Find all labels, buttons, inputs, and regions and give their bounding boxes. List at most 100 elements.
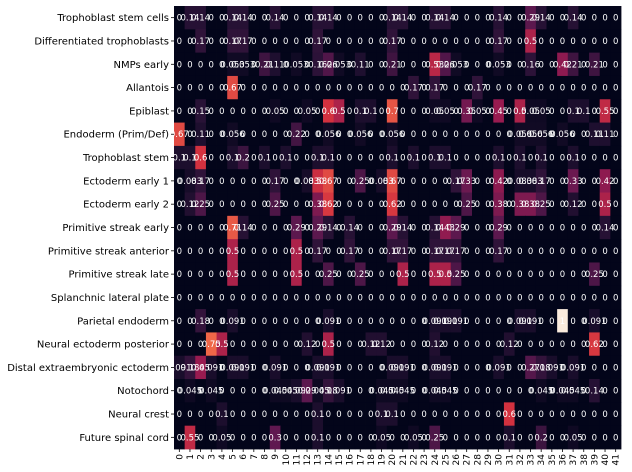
cell-value-label: 0 xyxy=(581,340,586,350)
heatmap-cell xyxy=(365,52,377,77)
cell-value-label: 0 xyxy=(475,410,480,420)
heatmap-cell xyxy=(578,99,590,123)
column-label: 30 xyxy=(495,454,505,466)
cell-value-label: 0 xyxy=(368,37,373,47)
heatmap-cell xyxy=(599,309,611,333)
heatmap-cell xyxy=(205,75,217,100)
column-label: 4 xyxy=(218,454,228,460)
heatmap-cell xyxy=(344,145,356,170)
heatmap-cell xyxy=(546,29,558,54)
heatmap-cell xyxy=(461,6,473,30)
heatmap-cell xyxy=(354,192,366,217)
cell-value-label: 0.12 xyxy=(425,340,444,350)
cell-value-label: 0.5 xyxy=(215,340,229,350)
heatmap-cell xyxy=(472,332,484,357)
cell-value-label: 0.25 xyxy=(457,200,476,210)
cell-value-label: 0.5 xyxy=(332,107,346,117)
cell-value-label: 0 xyxy=(358,200,363,210)
heatmap-cell xyxy=(280,425,292,450)
cell-value-label: 0.14 xyxy=(425,224,444,234)
cell-value-label: 0.1 xyxy=(428,154,442,164)
cell-value-label: 0.29 xyxy=(521,14,540,24)
cell-value-label: 0 xyxy=(283,200,288,210)
cell-value-label: 0 xyxy=(421,60,426,70)
heatmap-cell xyxy=(301,355,313,380)
cell-value-label: 0.083 xyxy=(369,177,393,187)
heatmap-cell xyxy=(397,402,409,427)
cell-value-label: 0 xyxy=(475,340,480,350)
cell-value-label: 0.5 xyxy=(290,247,304,257)
cell-value-label: 0 xyxy=(272,37,277,47)
heatmap-cell-labels: 00.140.140 00.140.140 00.140 0 00.140.140 0 0 0… xyxy=(167,14,618,444)
cell-value-label: 0 xyxy=(507,387,512,397)
cell-value-label: 0 xyxy=(560,224,565,234)
heatmap-cell xyxy=(386,332,398,357)
heatmap-cell xyxy=(578,239,590,263)
heatmap-cell xyxy=(216,169,228,193)
cell-value-label: 0.15 xyxy=(191,107,210,117)
heatmap-cell xyxy=(174,122,186,147)
row-label: Trophoblast stem xyxy=(82,153,169,164)
heatmap-cell xyxy=(557,29,569,54)
heatmap-cell xyxy=(557,192,569,217)
cell-value-label: 0 xyxy=(230,340,235,350)
heatmap-cell xyxy=(216,379,228,403)
cell-value-label: 0 xyxy=(315,270,320,280)
cell-value-label: 0.045 xyxy=(550,387,574,397)
cell-value-label: 0 xyxy=(400,154,405,164)
heatmap-cell xyxy=(248,99,260,123)
heatmap-cell xyxy=(503,52,515,77)
cell-value-label: 0 xyxy=(538,410,543,420)
heatmap-cell xyxy=(237,122,249,147)
heatmap-cell xyxy=(408,379,420,403)
heatmap-cell xyxy=(376,99,388,123)
cell-value-label: 0.12 xyxy=(361,340,380,350)
heatmap-cell xyxy=(354,52,366,77)
heatmap-cell xyxy=(312,75,324,100)
heatmap-cell xyxy=(184,99,196,123)
heatmap-cell xyxy=(291,169,303,193)
cell-value-label: 0 xyxy=(507,60,512,70)
cell-value-label: 0 xyxy=(613,60,618,70)
column-label: 25 xyxy=(441,454,451,465)
cell-value-label: 0 xyxy=(592,200,597,210)
cell-value-label: 0 xyxy=(379,60,384,70)
column-label: 31 xyxy=(505,454,515,465)
cell-value-label: 0.091 xyxy=(327,387,351,397)
cell-value-label: 0 xyxy=(219,130,224,140)
cell-value-label: 0.1 xyxy=(311,433,325,443)
cell-value-label: 0.67 xyxy=(170,130,189,140)
cell-value-label: 0 xyxy=(411,177,416,187)
heatmap-cell xyxy=(461,355,473,380)
heatmap-cell xyxy=(291,309,303,333)
heatmap-cell xyxy=(269,355,281,380)
cell-value-label: 0 xyxy=(475,200,480,210)
heatmap-cell xyxy=(323,99,335,123)
cell-value-label: 0 xyxy=(507,270,512,280)
heatmap-cell xyxy=(269,309,281,333)
cell-value-label: 0 xyxy=(560,14,565,24)
cell-value-label: 0 xyxy=(485,363,490,373)
heatmap-cell xyxy=(354,332,366,357)
heatmap-cell xyxy=(450,309,462,333)
heatmap-cell xyxy=(323,332,335,357)
cell-value-label: 0 xyxy=(549,177,554,187)
heatmap-cell xyxy=(418,239,430,263)
heatmap-cell xyxy=(567,6,579,30)
cell-value-label: 0 xyxy=(517,247,522,257)
cell-value-label: 0 xyxy=(230,200,235,210)
cell-value-label: 0 xyxy=(496,270,501,280)
heatmap-cell xyxy=(333,6,345,30)
cell-value-label: 0 xyxy=(517,224,522,234)
cell-value-label: 0 xyxy=(283,340,288,350)
heatmap-cell xyxy=(599,332,611,357)
cell-value-label: 0 xyxy=(517,14,522,24)
cell-value-label: 0 xyxy=(464,154,469,164)
heatmap-cell xyxy=(461,425,473,450)
heatmap-cell xyxy=(397,215,409,240)
heatmap-cell xyxy=(525,239,537,263)
heatmap-cell xyxy=(291,52,303,77)
heatmap-cell xyxy=(450,75,462,100)
cell-value-label: 0 xyxy=(592,37,597,47)
